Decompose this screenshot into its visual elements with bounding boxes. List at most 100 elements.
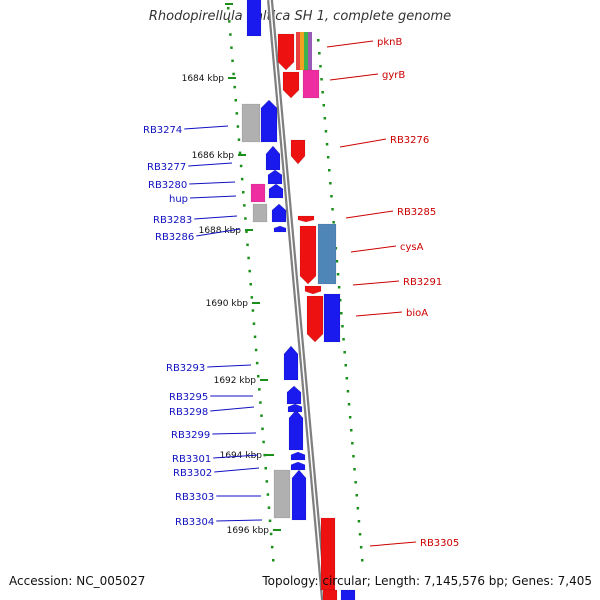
left-guide-dot [228, 20, 231, 23]
gene-label: RB3277 [147, 162, 186, 173]
left-guide-dot [250, 296, 254, 299]
right-guide-dot [359, 546, 363, 549]
gene-label: RB3276 [390, 135, 429, 146]
right-guide-dot [331, 208, 334, 211]
gene-feature [299, 225, 317, 285]
left-guide-dot [257, 375, 260, 378]
scale-tick-label: 1690 kbp [206, 299, 249, 309]
left-guide-dot [240, 177, 244, 181]
gene-label: RB3291 [403, 277, 442, 288]
gene-label: RB3293 [166, 363, 205, 374]
gene-leader-line [207, 364, 252, 368]
left-guide-dot [230, 46, 233, 49]
gene-label: RB3298 [169, 407, 208, 418]
gene-leader-line [214, 467, 260, 473]
gene-leader-line [212, 432, 257, 435]
gene-feature [300, 32, 304, 70]
right-guide-dot [330, 195, 333, 198]
right-guide-dot [358, 533, 362, 536]
gene-leader-line [210, 406, 255, 412]
gene-label: RB3285 [397, 207, 436, 218]
gene-feature [290, 139, 306, 165]
left-guide-dot [258, 388, 261, 391]
right-guide-dot [357, 520, 361, 523]
gene-feature [268, 183, 284, 199]
gene-leader-line [350, 245, 397, 253]
gene-feature [241, 103, 261, 143]
gene-label: RB3303 [175, 492, 214, 503]
left-guide-dot [272, 559, 275, 562]
right-guide-dot [348, 416, 352, 419]
gene-feature [317, 223, 337, 285]
right-guide-dot [355, 494, 358, 497]
gene-feature [290, 461, 306, 471]
gene-feature [340, 589, 356, 600]
right-guide-dot [339, 299, 342, 302]
left-guide-dot [266, 493, 270, 496]
left-guide-dot [270, 545, 274, 549]
gene-leader-line [184, 125, 229, 130]
gene-label: RB3295 [169, 392, 208, 403]
right-guide-dot [337, 286, 341, 289]
gene-feature [297, 215, 315, 223]
gene-leader-line [196, 228, 241, 237]
left-guide-dot [239, 164, 243, 168]
left-guide-dot [267, 506, 271, 509]
gene-label: RB3304 [175, 517, 214, 528]
right-guide-dot [329, 182, 332, 185]
left-guide-dot [244, 217, 247, 220]
scale-tick-label: 1696 kbp [227, 526, 270, 536]
gene-leader-line [339, 138, 387, 148]
gene-label: RB3274 [143, 125, 182, 136]
gene-feature [286, 385, 302, 405]
gene-leader-line [345, 210, 394, 219]
right-guide-dot [340, 312, 343, 315]
left-guide-dot [263, 453, 266, 457]
gene-label: pknB [377, 37, 402, 48]
gene-label: RB3280 [148, 180, 187, 191]
left-guide-dot [236, 125, 240, 128]
gene-label: RB3286 [155, 232, 194, 243]
right-guide-dot [323, 117, 327, 120]
left-guide-dot [234, 99, 237, 102]
gene-feature [260, 99, 278, 143]
right-guide-dot [344, 364, 347, 367]
right-guide-dot [317, 39, 320, 42]
left-guide-dot [253, 335, 257, 339]
scale-tick-label: 1688 kbp [199, 226, 242, 236]
right-guide-dot [321, 91, 324, 94]
topology-label: Topology: circular; Length: 7,145,576 bp… [262, 574, 592, 588]
right-guide-dot [320, 78, 323, 81]
right-guide-dot [342, 338, 345, 341]
gene-feature [273, 469, 291, 519]
left-guide-dot [243, 204, 246, 207]
left-guide-dot [242, 191, 245, 194]
gene-label: gyrB [382, 70, 405, 81]
gene-leader-line [369, 541, 417, 547]
gene-feature [267, 169, 283, 185]
right-guide-dot [318, 52, 321, 55]
left-guide-dot [265, 480, 269, 483]
right-guide-dot [326, 156, 330, 159]
left-guide-dot [251, 309, 255, 312]
gene-feature [323, 293, 341, 343]
gene-label: bioA [406, 308, 428, 319]
right-guide-dot [336, 273, 340, 276]
gene-feature [283, 345, 299, 381]
right-guide-dot [352, 455, 355, 458]
scale-tick-label: 1686 kbp [192, 151, 235, 161]
gene-feature [308, 32, 312, 70]
left-guide-dot [269, 532, 273, 536]
left-guide-dot [260, 414, 263, 417]
right-guide-dot [347, 403, 351, 406]
gene-leader-line [190, 195, 237, 199]
left-guide-dot [259, 401, 262, 404]
genome-backbone-highlight [269, 0, 325, 600]
right-guide-dot [319, 65, 322, 68]
left-guide-dot [229, 33, 232, 36]
right-guide-dot [335, 260, 339, 263]
right-guide-dot [361, 559, 364, 562]
gene-leader-line [189, 181, 236, 185]
gene-label: cysA [400, 242, 424, 253]
